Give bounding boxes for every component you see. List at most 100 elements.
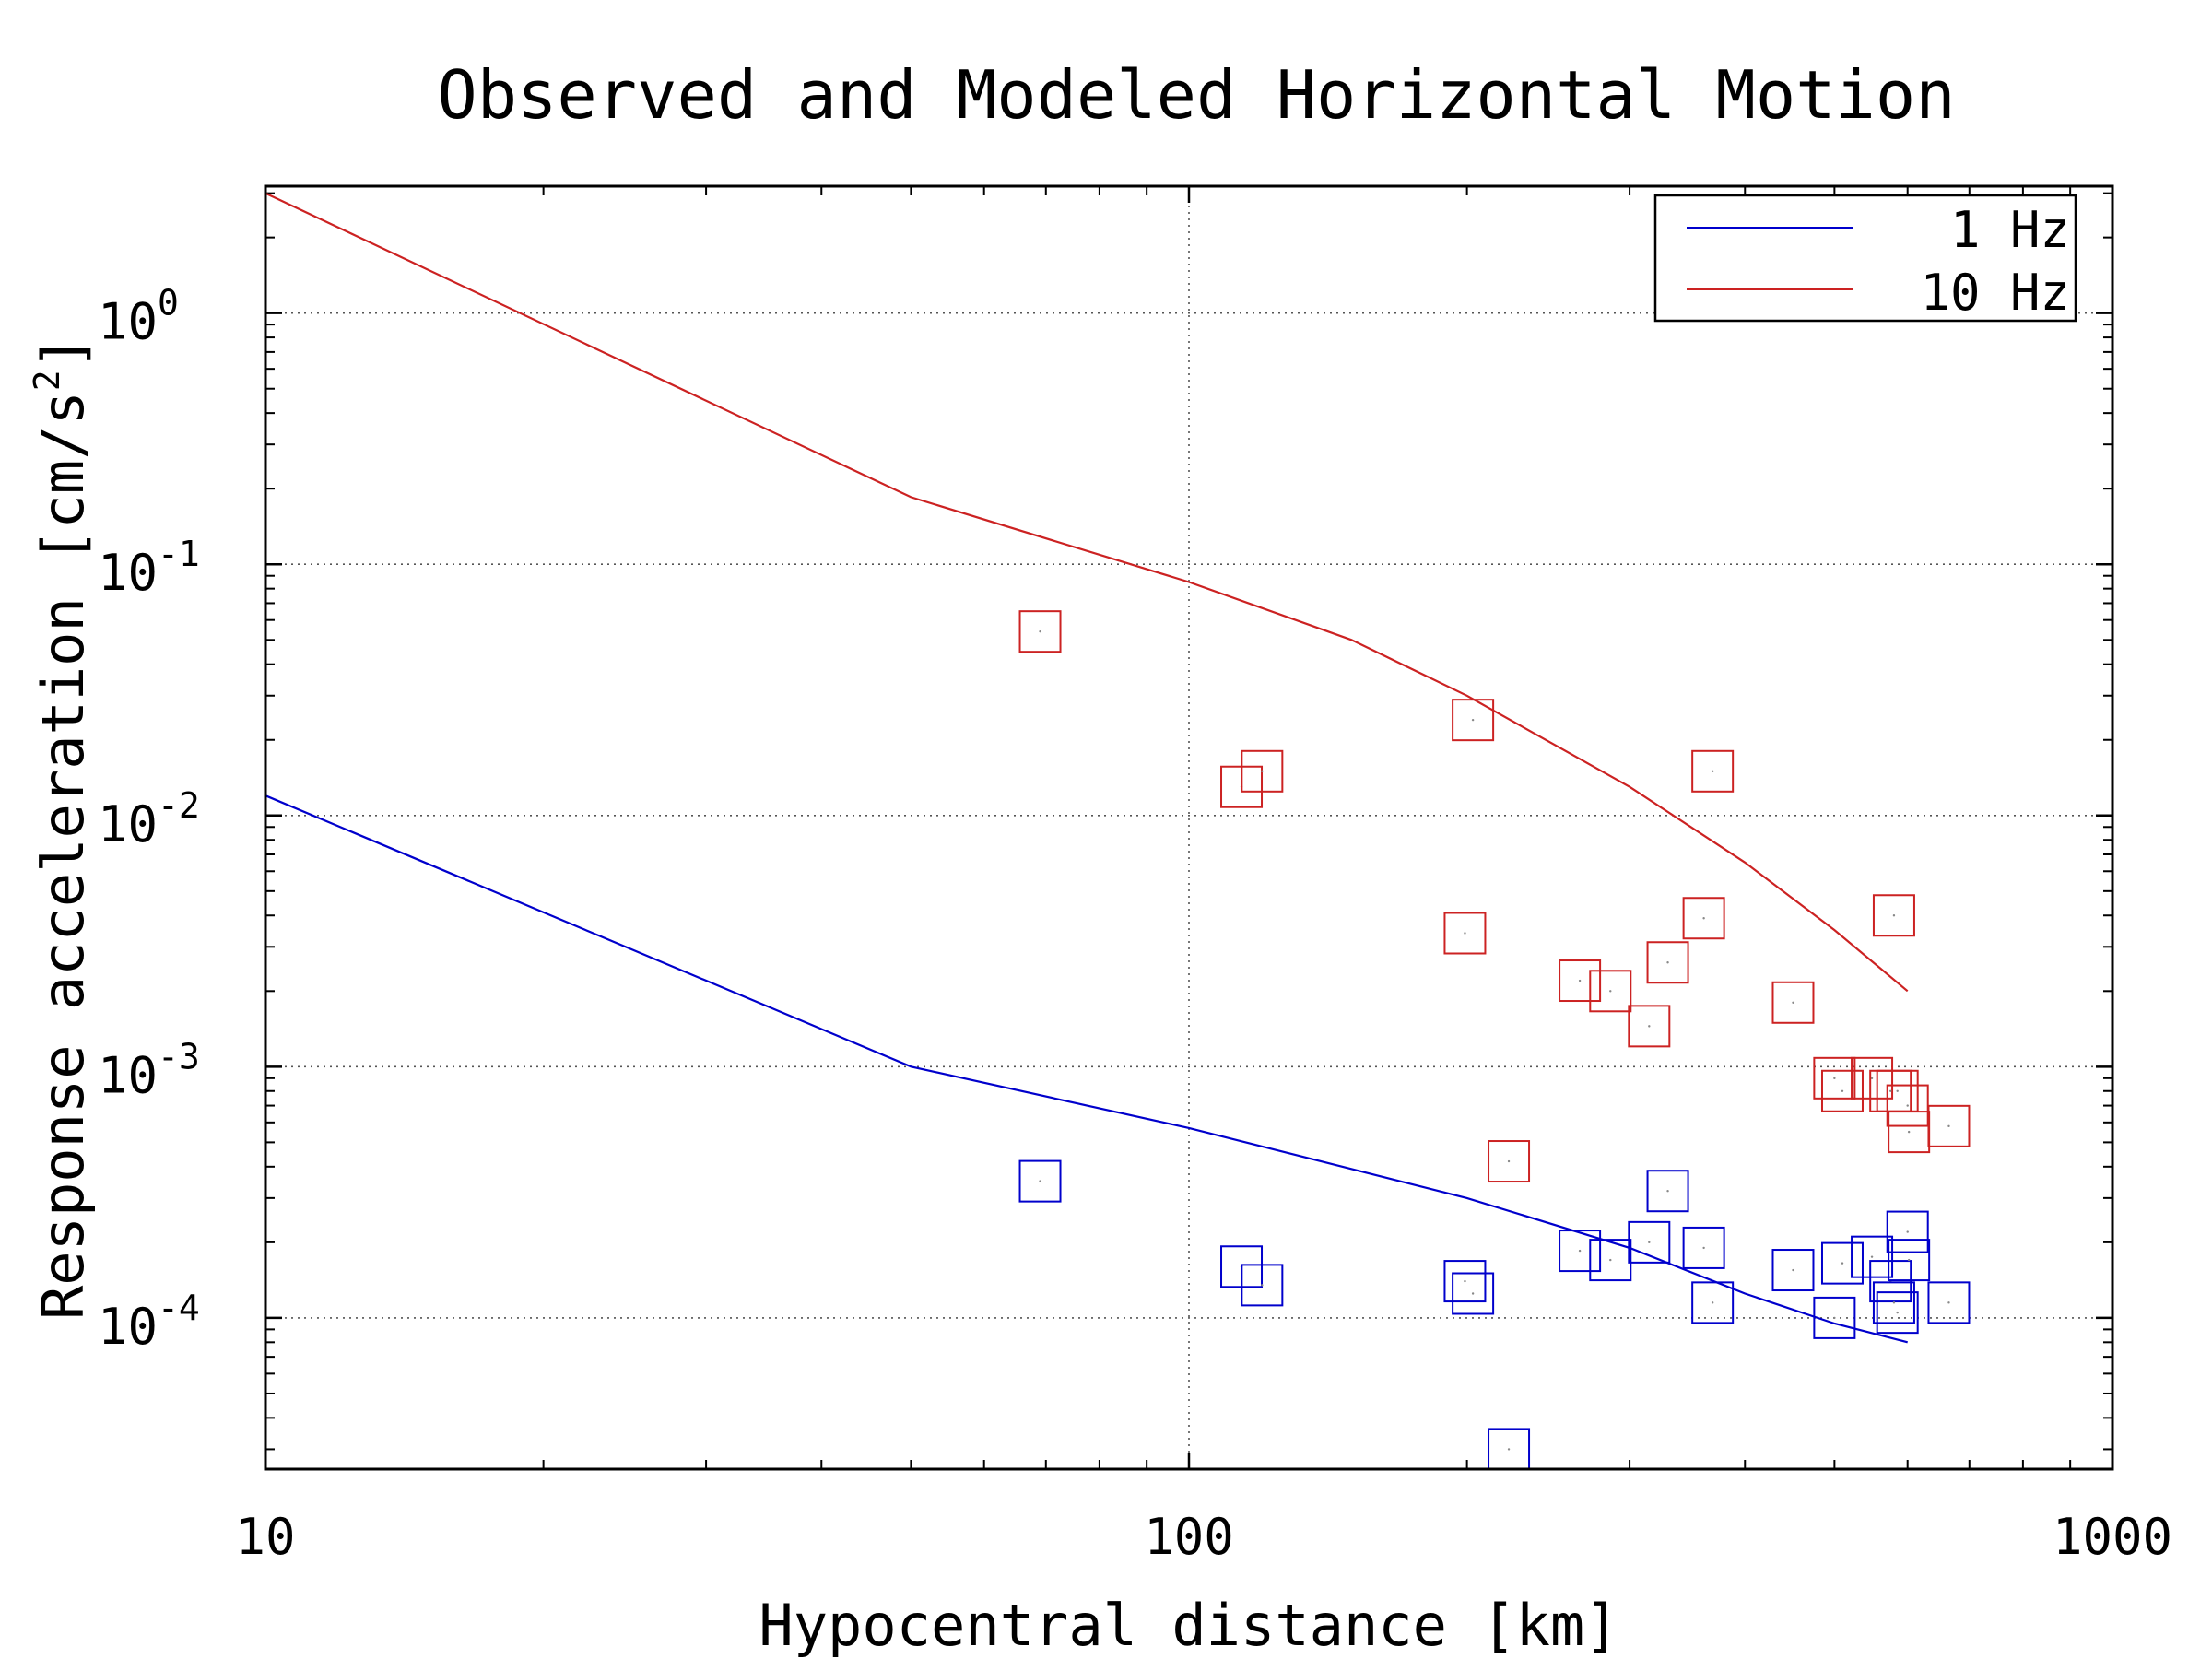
observed-marker (1876, 1291, 1919, 1335)
observed-marker-dot (1261, 770, 1264, 772)
observed-marker (1559, 959, 1602, 1003)
observed-marker-dot (1507, 1159, 1511, 1163)
observed-marker-dot (1792, 1268, 1794, 1272)
observed-marker-dot (1666, 1190, 1669, 1193)
observed-marker-dot (1907, 1258, 1911, 1262)
legend-box (1653, 194, 2077, 323)
observed-marker (1452, 699, 1495, 742)
legend-label-1hz: 1 Hz (1950, 201, 2070, 259)
y-axis-label-close: ] (29, 335, 97, 370)
observed-marker-dot (1039, 629, 1041, 633)
observed-marker (1682, 897, 1725, 940)
observed-marker (1443, 912, 1487, 955)
observed-marker-dot (1906, 1230, 1909, 1233)
observed-marker-dot (1833, 1077, 1836, 1080)
series-1hz (265, 794, 1971, 1471)
y-tick-exponent: -4 (158, 1288, 200, 1328)
y-tick-base: 10 (98, 293, 158, 351)
observed-marker (1813, 1296, 1856, 1339)
observed-marker (1851, 1056, 1894, 1100)
observed-marker-dot (1609, 990, 1612, 993)
observed-marker-dot (1907, 1130, 1911, 1134)
series-10hz (265, 192, 1971, 1183)
observed-marker (1628, 1220, 1671, 1264)
observed-marker (1646, 941, 1689, 984)
observed-marker-dot (1666, 961, 1669, 964)
observed-marker (1872, 1281, 1915, 1324)
observed-marker-dot (1711, 770, 1714, 772)
plot-frame (264, 184, 2114, 1471)
observed-marker (1018, 1159, 1062, 1203)
observed-marker (1559, 1230, 1602, 1273)
observed-marker (1771, 1249, 1815, 1292)
observed-marker-dot (1947, 1301, 1950, 1304)
y-axis-label: Response acceleration [cm/s2] (27, 335, 97, 1320)
chart-title: Observed and Modeled Horizontal Motion (437, 56, 1955, 134)
observed-marker-dot (1892, 1301, 1896, 1304)
observed-marker-dot (1039, 1180, 1041, 1182)
observed-marker (1646, 1170, 1689, 1213)
y-tick-base: 10 (98, 795, 158, 853)
x-tick-label: 10 (235, 1508, 295, 1566)
observed-marker-dot (1896, 1311, 1899, 1314)
y-axis-label-main: Response acceleration [cm/s (29, 391, 97, 1320)
observed-marker-dot (1702, 1246, 1705, 1250)
observed-marker-dot (1471, 718, 1475, 722)
observed-marker (1691, 749, 1735, 793)
observed-marker-dot (1906, 1104, 1909, 1107)
observed-marker (1628, 1005, 1671, 1048)
observed-marker-dot (1648, 1241, 1651, 1244)
y-tick-exponent: -1 (158, 534, 200, 574)
observed-marker (1872, 894, 1915, 937)
observed-marker-dot (1578, 979, 1582, 982)
y-tick-exponent: -2 (158, 785, 200, 826)
observed-marker-dot (1833, 1316, 1836, 1320)
observed-marker-dot (1471, 1292, 1475, 1295)
observed-marker (1589, 970, 1632, 1013)
observed-marker (1691, 1281, 1735, 1324)
y-tick-exponent: -3 (158, 1036, 200, 1077)
legend: 1 Hz 10 Hz (1653, 194, 2077, 323)
y-tick-base: 10 (98, 544, 158, 602)
observed-marker-dot (1870, 1077, 1874, 1080)
observed-marker (1241, 749, 1284, 793)
series-layer (265, 192, 1971, 1471)
observed-marker (1488, 1140, 1531, 1183)
y-tick-label: 10-2 (98, 785, 200, 853)
observed-marker-dot (1648, 1025, 1651, 1028)
y-axis-label-sup: 2 (27, 370, 67, 391)
observed-marker-dot (1841, 1089, 1844, 1092)
observed-marker (1589, 1239, 1632, 1282)
observed-marker-dot (1507, 1448, 1511, 1451)
x-axis-label: Hypocentral distance [km] (759, 1592, 1618, 1659)
observed-marker-dot (1888, 1089, 1892, 1092)
y-tick-base: 10 (98, 1298, 158, 1356)
observed-marker (1771, 981, 1815, 1024)
y-tick-base: 10 (98, 1046, 158, 1104)
observed-marker (1820, 1069, 1864, 1112)
observed-marker (1886, 1210, 1929, 1253)
observed-marker (1452, 1272, 1495, 1315)
x-tick-label: 1000 (2053, 1508, 2172, 1566)
x-tick-label: 100 (1144, 1508, 1234, 1566)
observed-marker-dot (1578, 1249, 1582, 1253)
observed-marker (1927, 1104, 1971, 1147)
observed-marker (1813, 1056, 1856, 1100)
y-tick-label: 100 (98, 283, 179, 351)
observed-marker-dot (1792, 1001, 1794, 1004)
y-tick-label: 10-3 (98, 1036, 200, 1104)
observed-marker-dot (1841, 1262, 1844, 1265)
observed-marker-dot (1711, 1301, 1714, 1304)
observed-marker-dot (1464, 1279, 1466, 1283)
y-tick-exponent: 0 (158, 283, 179, 324)
observed-marker (1018, 610, 1062, 653)
observed-marker-dot (1870, 1255, 1874, 1258)
y-tick-label: 10-1 (98, 534, 200, 602)
observed-marker-dot (1261, 1284, 1264, 1287)
observed-marker (1888, 1239, 1931, 1282)
observed-marker-dot (1609, 1258, 1612, 1262)
observed-marker (1241, 1264, 1284, 1307)
x-tick-labels: 10 100 1000 (235, 1508, 2172, 1566)
